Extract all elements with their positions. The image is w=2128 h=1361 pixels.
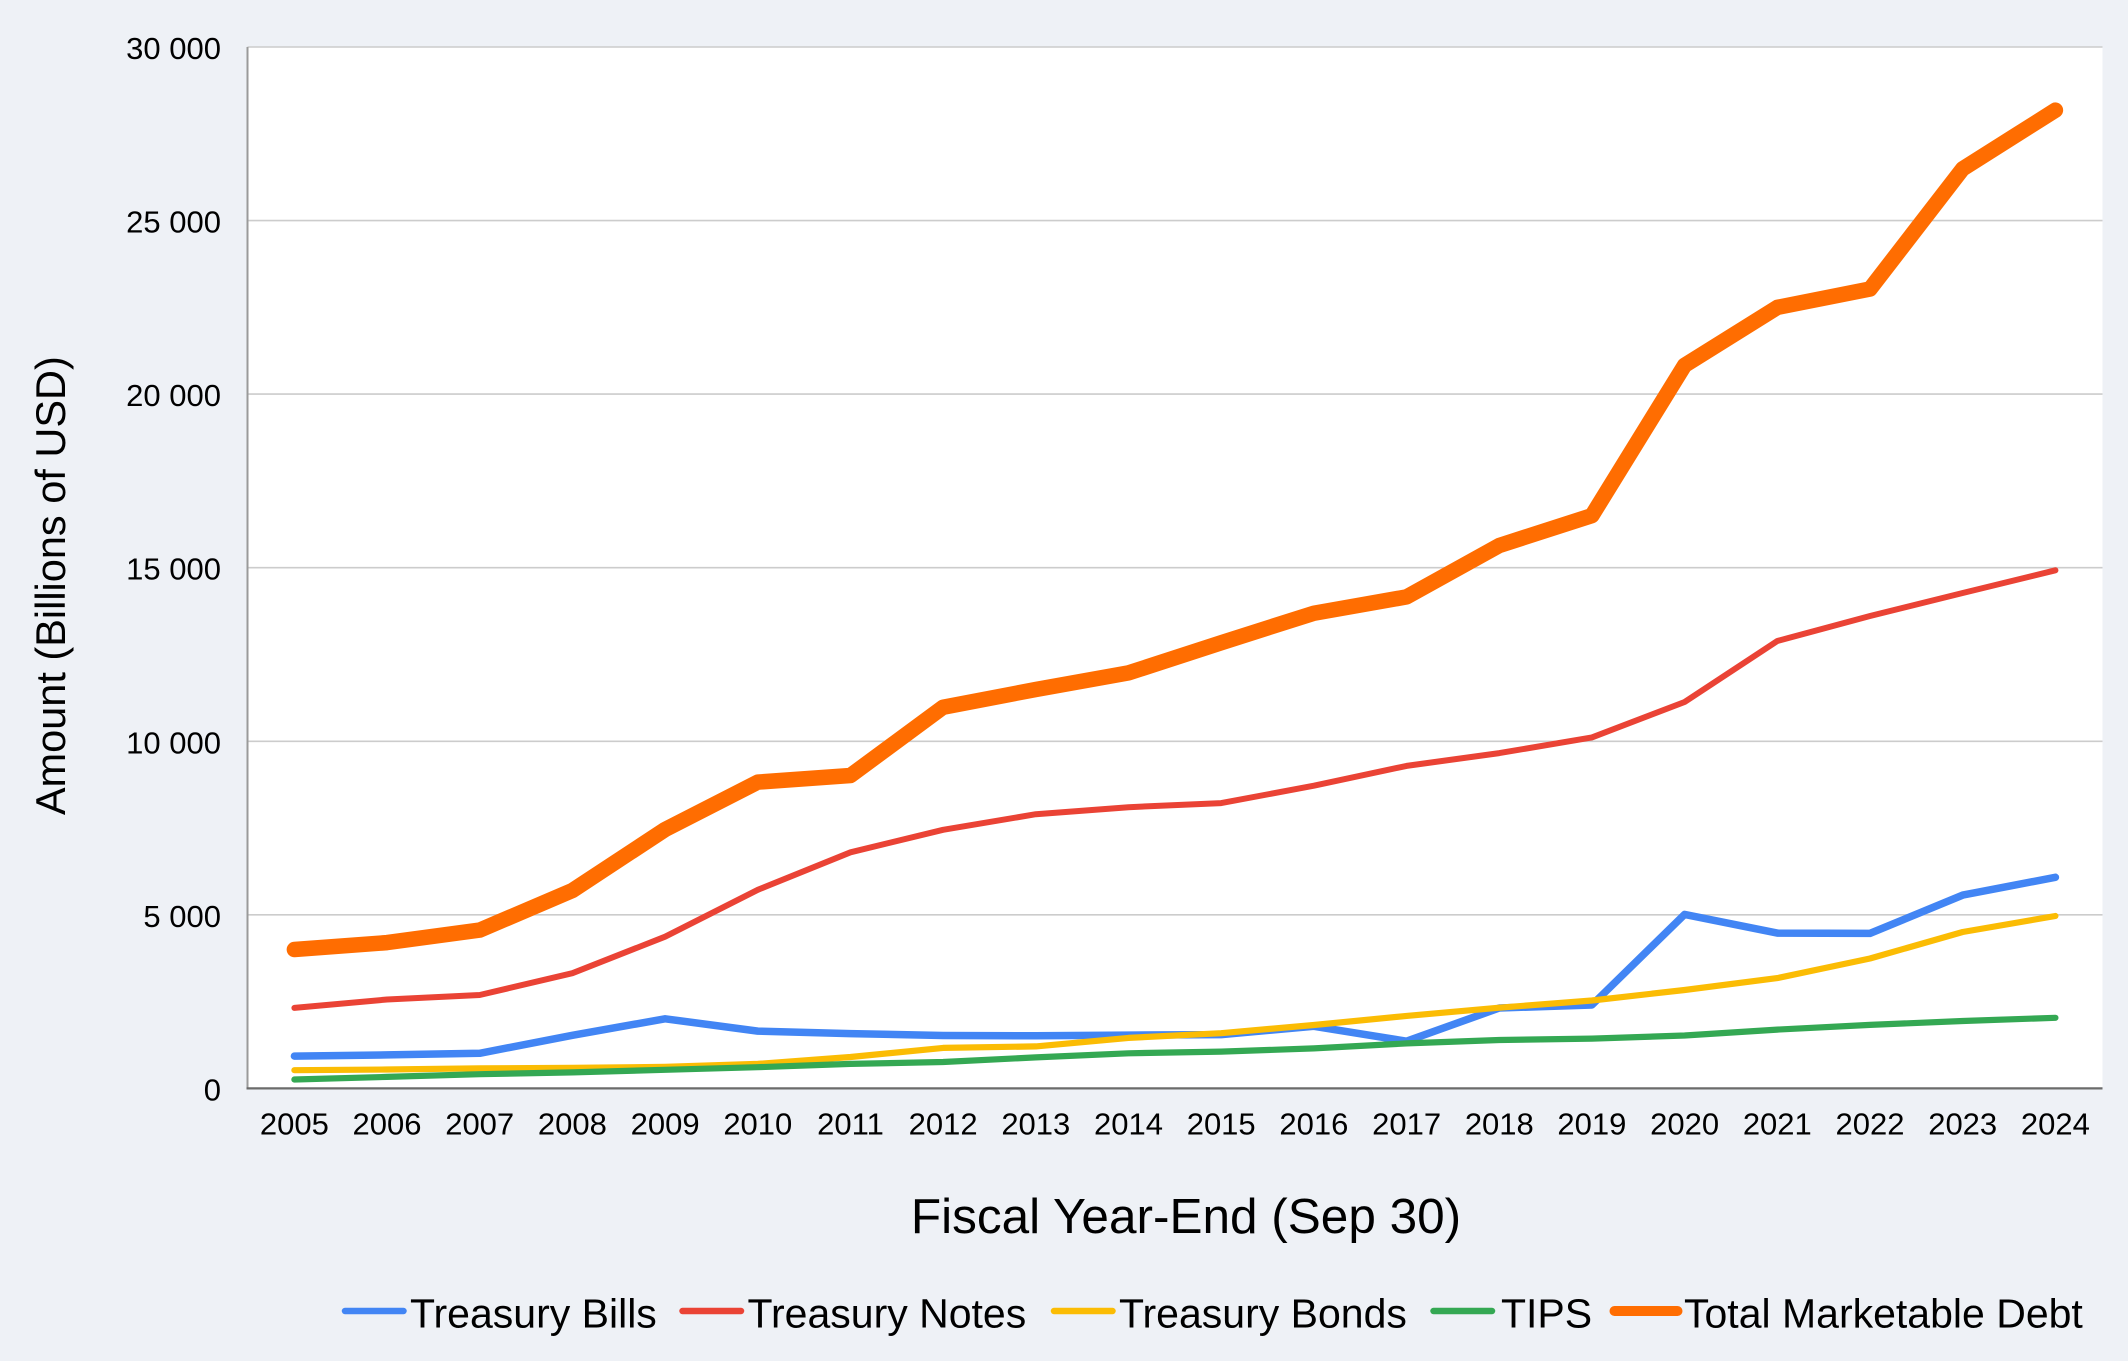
svg-text:2019: 2019 [1557, 1107, 1626, 1142]
svg-text:2020: 2020 [1650, 1107, 1719, 1142]
svg-text:2010: 2010 [723, 1107, 792, 1142]
svg-text:2018: 2018 [1465, 1107, 1534, 1142]
svg-text:TIPS: TIPS [1501, 1291, 1592, 1337]
svg-text:2023: 2023 [1928, 1107, 1997, 1142]
svg-text:2016: 2016 [1279, 1107, 1348, 1142]
svg-text:2022: 2022 [1836, 1107, 1905, 1142]
svg-text:2005: 2005 [260, 1107, 329, 1142]
svg-text:Fiscal Year-End (Sep 30): Fiscal Year-End (Sep 30) [911, 1189, 1461, 1244]
svg-text:0: 0 [204, 1072, 221, 1107]
svg-text:2007: 2007 [445, 1107, 514, 1142]
svg-text:Amount (Billions of USD): Amount (Billions of USD) [27, 356, 74, 815]
svg-text:Total Marketable Debt: Total Marketable Debt [1684, 1291, 2083, 1337]
svg-text:2015: 2015 [1187, 1107, 1256, 1142]
svg-text:2006: 2006 [353, 1107, 422, 1142]
svg-text:Treasury Bills: Treasury Bills [410, 1291, 657, 1337]
svg-text:30 000: 30 000 [126, 31, 221, 66]
svg-text:2009: 2009 [631, 1107, 700, 1142]
svg-text:25 000: 25 000 [126, 205, 221, 240]
svg-text:2008: 2008 [538, 1107, 607, 1142]
svg-text:2013: 2013 [1001, 1107, 1070, 1142]
svg-text:2014: 2014 [1094, 1107, 1163, 1142]
svg-text:2011: 2011 [817, 1107, 884, 1142]
svg-text:2012: 2012 [909, 1107, 978, 1142]
svg-text:15 000: 15 000 [126, 552, 221, 587]
svg-text:2017: 2017 [1372, 1107, 1441, 1142]
svg-text:10 000: 10 000 [126, 725, 221, 760]
svg-text:20 000: 20 000 [126, 378, 221, 413]
svg-text:Treasury Bonds: Treasury Bonds [1119, 1291, 1407, 1337]
svg-text:Treasury Notes: Treasury Notes [748, 1291, 1027, 1337]
svg-text:2024: 2024 [2021, 1107, 2090, 1142]
svg-text:5 000: 5 000 [143, 899, 221, 934]
svg-text:2021: 2021 [1743, 1107, 1812, 1142]
